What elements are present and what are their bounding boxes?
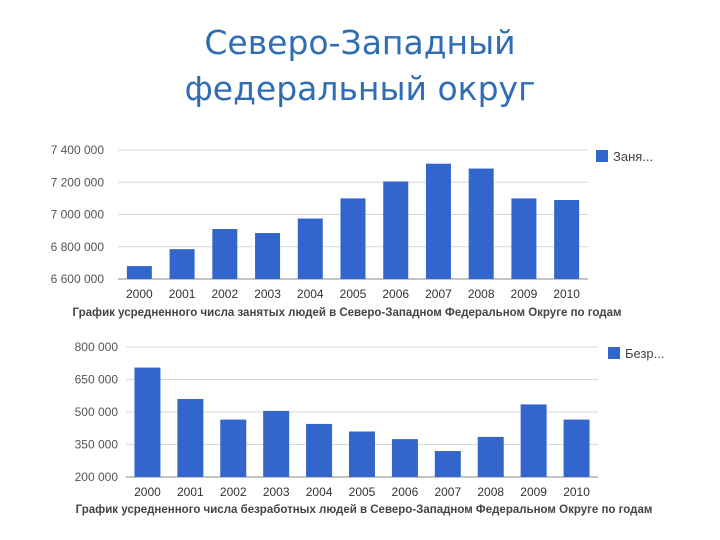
chart-1: 6 600 000 6 800 000 7 000 000 7 200 000 7 40… — [51, 143, 654, 319]
bar-2003[interactable] — [263, 410, 290, 477]
y-tick-label: 350 000 — [75, 438, 119, 452]
x-tick-label: 2000 — [134, 485, 161, 499]
bar-2010[interactable] — [554, 199, 580, 279]
y-tick-label: 800 000 — [75, 340, 119, 354]
x-tick-label: 2001 — [177, 485, 204, 499]
bar-2001[interactable] — [177, 399, 204, 477]
chart-2: 200 000 350 000 500 000 650 000 800 000 2000 2… — [75, 340, 665, 516]
y-tick-label: 6 600 000 — [51, 272, 105, 286]
bar-2006[interactable] — [391, 439, 418, 477]
bar-2005[interactable] — [340, 198, 366, 279]
x-tick-label: 2002 — [211, 287, 238, 301]
chart-caption: График усредненного числа занятых людей … — [73, 307, 622, 319]
x-tick-label: 2009 — [511, 287, 538, 301]
legend-label: Заня... — [613, 149, 653, 164]
x-tick-label: 2010 — [563, 485, 590, 499]
y-tick-label: 500 000 — [75, 405, 119, 419]
bar-2007[interactable] — [434, 451, 461, 477]
bar-2002[interactable] — [212, 229, 238, 279]
chart-caption: График усредненного числа безработных лю… — [76, 504, 653, 516]
y-tick-label: 200 000 — [75, 470, 119, 484]
bar-2009[interactable] — [520, 404, 547, 477]
x-tick-label: 2003 — [263, 485, 290, 499]
bar-2004[interactable] — [306, 423, 333, 477]
bar-2004[interactable] — [297, 218, 323, 279]
x-tick-label: 2006 — [382, 287, 409, 301]
page-title: Северо-Западный федеральный округ — [0, 20, 720, 112]
x-tick-label: 2009 — [520, 485, 547, 499]
y-tick-label: 7 200 000 — [51, 175, 105, 189]
x-tick-label: 2003 — [254, 287, 281, 301]
x-tick-label: 2006 — [392, 485, 419, 499]
bar-2010[interactable] — [563, 419, 590, 477]
y-tick-label: 7 000 000 — [51, 208, 105, 222]
x-tick-label: 2008 — [477, 485, 504, 499]
page-title-line-2: федеральный округ — [184, 69, 536, 108]
x-tick-label: 2010 — [553, 287, 580, 301]
legend-swatch — [596, 150, 608, 162]
bar-2007[interactable] — [425, 163, 451, 279]
bar-2002[interactable] — [220, 419, 247, 477]
bar-2003[interactable] — [255, 233, 281, 279]
x-tick-label: 2004 — [306, 485, 333, 499]
bar-2006[interactable] — [383, 181, 409, 279]
x-tick-label: 2001 — [169, 287, 196, 301]
legend-label: Безр... — [625, 346, 665, 361]
bar-2001[interactable] — [169, 249, 195, 279]
bar-2009[interactable] — [511, 198, 537, 279]
x-tick-label: 2005 — [340, 287, 367, 301]
bar-2008[interactable] — [468, 168, 494, 279]
x-tick-label: 2007 — [434, 485, 461, 499]
x-tick-label: 2004 — [297, 287, 324, 301]
x-tick-label: 2008 — [468, 287, 495, 301]
bar-2000[interactable] — [134, 367, 161, 477]
y-tick-label: 7 400 000 — [51, 143, 105, 157]
x-tick-label: 2005 — [349, 485, 376, 499]
y-tick-label: 650 000 — [75, 373, 119, 387]
x-tick-label: 2000 — [126, 287, 153, 301]
legend-swatch — [608, 347, 620, 359]
bar-2005[interactable] — [349, 431, 375, 478]
bar-2008[interactable] — [477, 436, 504, 477]
bar-2000[interactable] — [126, 266, 152, 279]
x-tick-label: 2007 — [425, 287, 452, 301]
page-title-line-1: Северо-Западный — [204, 23, 516, 62]
x-tick-label: 2002 — [220, 485, 247, 499]
y-tick-label: 6 800 000 — [51, 240, 105, 254]
